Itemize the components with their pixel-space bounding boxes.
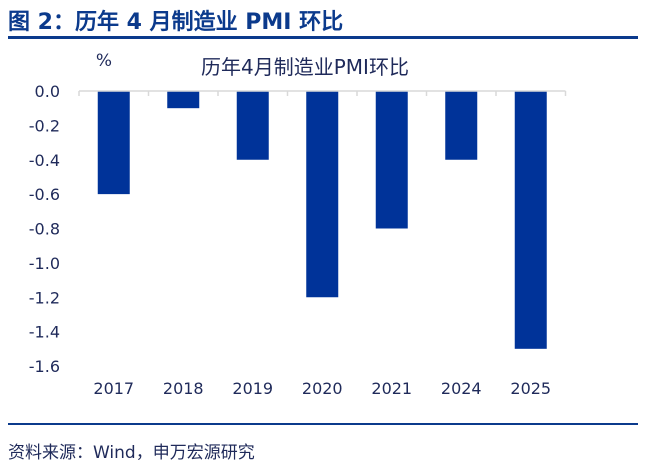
chart-title: 历年4月制造业PMI环比 <box>201 55 409 79</box>
bar-2024 <box>445 91 478 160</box>
y-tick-label: -0.4 <box>29 151 60 170</box>
y-tick-label: -1.0 <box>29 254 60 273</box>
x-tick-label: 2020 <box>302 379 343 398</box>
bar-2018 <box>167 91 200 109</box>
x-tick-label: 2024 <box>441 379 482 398</box>
bar-2020 <box>306 91 339 298</box>
y-tick-label: -0.8 <box>29 220 60 239</box>
y-tick-label: -1.6 <box>29 357 60 376</box>
bar-2017 <box>97 91 130 195</box>
y-tick-label: -1.2 <box>29 288 60 307</box>
bar-2021 <box>375 91 408 229</box>
y-unit-label: % <box>96 51 112 71</box>
bar-2025 <box>514 91 547 349</box>
x-tick-label: 2025 <box>510 379 551 398</box>
x-tick-label: 2017 <box>93 379 134 398</box>
x-tick-label: 2019 <box>232 379 273 398</box>
source-note: 资料来源：Wind，申万宏源研究 <box>8 443 255 463</box>
bar-2019 <box>236 91 269 160</box>
title-rule <box>8 36 638 39</box>
y-tick-label: 0.0 <box>35 82 60 101</box>
x-tick-label: 2018 <box>163 379 204 398</box>
figure-title: 图 2：历年 4 月制造业 PMI 环比 <box>8 10 344 35</box>
x-tick-label: 2021 <box>371 379 412 398</box>
source-rule <box>8 423 638 425</box>
y-tick-label: -0.2 <box>29 116 60 135</box>
y-tick-label: -1.4 <box>29 323 60 342</box>
y-tick-label: -0.6 <box>29 185 60 204</box>
